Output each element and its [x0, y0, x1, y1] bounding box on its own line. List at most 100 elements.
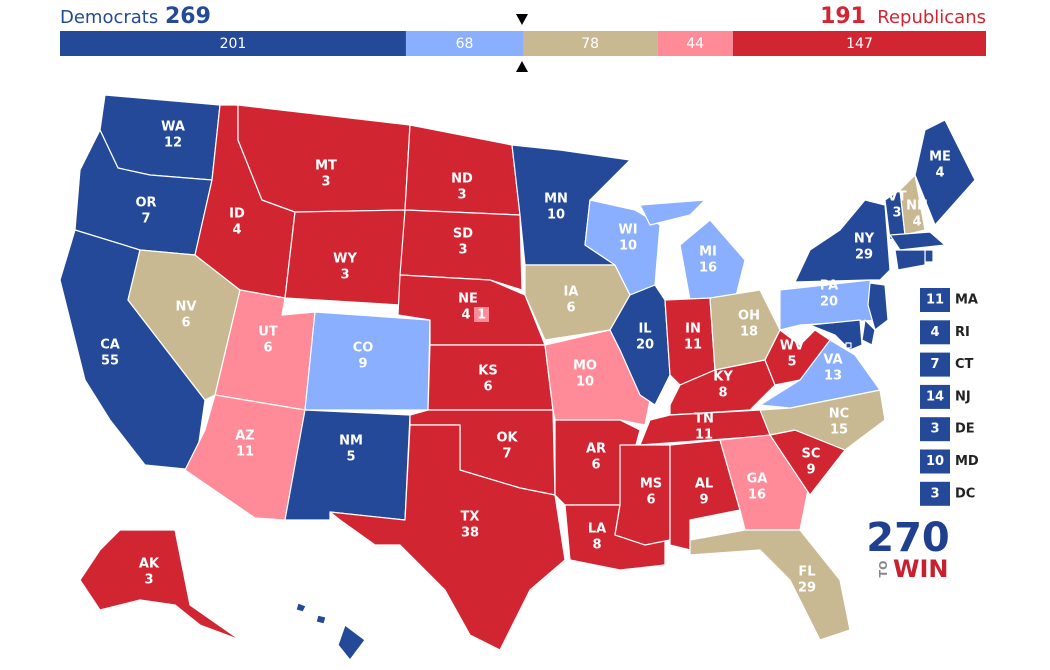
state-votes: 16 — [748, 488, 766, 503]
state-votes: 20 — [636, 338, 654, 353]
state-shape — [889, 231, 946, 251]
small-state-votes: 3 — [930, 486, 939, 501]
small-state-votes: 10 — [926, 454, 944, 469]
state-votes: 3 — [321, 175, 330, 190]
state-votes: 7 — [141, 212, 150, 227]
state-label: KS — [478, 364, 497, 379]
state-votes: 3 — [458, 243, 467, 258]
midpoint-arrow-top — [516, 14, 528, 25]
state-votes: 10 — [576, 375, 594, 390]
state-shape — [899, 174, 926, 236]
state-label: KY — [713, 370, 733, 385]
small-state-label: DC — [955, 486, 975, 501]
state-votes: 11 — [236, 445, 254, 460]
state-votes: 3 — [340, 268, 349, 283]
state-label: VA — [823, 353, 842, 368]
small-state-box — [920, 288, 950, 312]
bar-segment — [732, 31, 986, 56]
state-votes: 55 — [101, 354, 119, 369]
bar-segment-label: 78 — [581, 36, 599, 52]
state-shape — [614, 444, 671, 546]
state-label: NV — [176, 300, 197, 315]
state-votes: 6 — [646, 493, 655, 508]
state-label: MS — [640, 477, 662, 492]
state-label: AR — [586, 442, 606, 457]
state-votes: 11 — [695, 428, 713, 443]
state-votes: 29 — [798, 581, 816, 596]
state-votes: 8 — [592, 538, 601, 553]
dem-total: 269 — [165, 4, 211, 29]
small-state-label: RI — [955, 325, 970, 340]
split-votes: 1 — [477, 308, 486, 323]
state-shape — [914, 119, 976, 226]
rep-total: 191 — [820, 4, 866, 29]
bar-segment — [60, 31, 406, 56]
bar-segment-label: 68 — [456, 36, 474, 52]
state-votes: 6 — [181, 316, 190, 331]
state-votes: 12 — [164, 136, 182, 151]
small-state-box — [920, 352, 950, 377]
small-state-box — [920, 417, 950, 442]
state-votes: 4 — [935, 166, 944, 181]
state-label: ME — [929, 150, 951, 165]
state-shape — [861, 319, 876, 346]
state-votes: 9 — [358, 357, 367, 372]
state-label: MO — [573, 359, 597, 374]
state-votes: 5 — [346, 450, 355, 465]
state-label: NE — [458, 292, 478, 307]
state-label: NM — [339, 434, 363, 449]
small-state-label: CT — [955, 357, 974, 372]
state-votes: 6 — [263, 341, 272, 356]
state-votes: 29 — [855, 248, 873, 263]
state-label: NC — [829, 407, 849, 422]
bar-segment-label: 201 — [220, 36, 247, 52]
state-label: WI — [618, 223, 637, 238]
state-label: NH — [906, 199, 928, 214]
small-state-votes: 4 — [930, 325, 939, 340]
state-votes: 6 — [566, 301, 575, 316]
bar-segment — [657, 31, 733, 56]
state-votes: 4 — [232, 223, 241, 238]
state-votes: 10 — [547, 208, 565, 223]
midpoint-arrow-bottom — [516, 61, 528, 72]
state-label: UT — [258, 325, 278, 340]
state-shape — [295, 602, 307, 613]
state-shape — [399, 209, 523, 291]
state-shape — [845, 342, 852, 349]
bar-segment — [405, 31, 523, 56]
bar-segment-label: 44 — [686, 36, 704, 52]
state-shape — [764, 329, 831, 386]
state-votes: 20 — [820, 295, 838, 310]
state-votes: 10 — [619, 239, 637, 254]
state-votes: 4 — [912, 215, 921, 230]
state-votes: 7 — [502, 447, 511, 462]
state-label: ID — [229, 207, 245, 222]
logo: 270 TO WIN — [866, 515, 950, 583]
state-votes: 9 — [806, 463, 815, 478]
state-votes: 4 — [317, 648, 326, 663]
state-shape — [337, 624, 366, 661]
state-votes: 11 — [684, 338, 702, 353]
state-label: AK — [139, 557, 160, 572]
small-state-box — [920, 481, 950, 506]
state-label: HI — [314, 632, 330, 647]
state-votes: 16 — [699, 261, 717, 276]
small-state-votes: 14 — [926, 389, 944, 404]
state-label: ND — [451, 172, 473, 187]
state-votes: 3 — [457, 188, 466, 203]
state-label: OK — [496, 431, 518, 446]
logo-number: 270 — [866, 515, 950, 561]
state-label: AZ — [235, 429, 255, 444]
state-votes: 5 — [787, 355, 796, 370]
bar-segment-label: 147 — [846, 36, 873, 52]
state-label: GA — [747, 472, 768, 487]
state-votes: 18 — [740, 325, 758, 340]
state-shape — [794, 199, 891, 283]
small-state-box — [920, 384, 950, 409]
state-votes: 9 — [699, 493, 708, 508]
small-state-votes: 11 — [926, 293, 944, 308]
state-label: OH — [738, 309, 760, 324]
state-label: MI — [699, 245, 717, 260]
state-label: SC — [802, 447, 821, 462]
